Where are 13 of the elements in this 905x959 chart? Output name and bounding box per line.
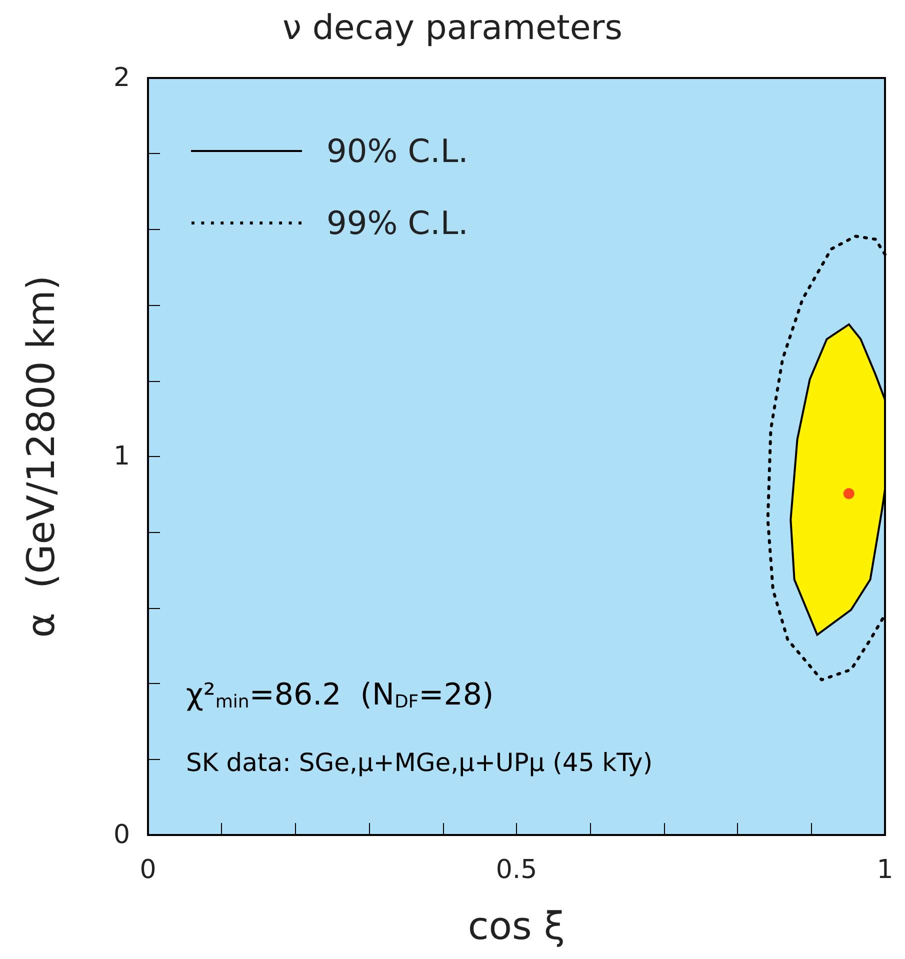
y-tick-label: 2 bbox=[113, 63, 130, 93]
annotation: χ²min=86.2 (NDF=28) bbox=[186, 678, 494, 712]
x-tick-label: 0 bbox=[140, 855, 156, 885]
legend-label: 99% C.L. bbox=[326, 204, 468, 242]
x-axis-title: cos ξ bbox=[468, 904, 566, 948]
y-tick-label: 1 bbox=[113, 442, 130, 472]
x-tick-label: 0.5 bbox=[496, 855, 538, 885]
y-tick-label: 0 bbox=[113, 820, 130, 850]
y-axis-title: α (GeV/12800 km) bbox=[19, 275, 63, 638]
annotation: SK data: SGe,μ+MGe,μ+UPμ (45 kTy) bbox=[186, 748, 653, 777]
x-tick-label: 1 bbox=[876, 855, 894, 885]
chart-title: ν decay parameters bbox=[282, 8, 622, 48]
legend-label: 90% C.L. bbox=[326, 132, 468, 170]
